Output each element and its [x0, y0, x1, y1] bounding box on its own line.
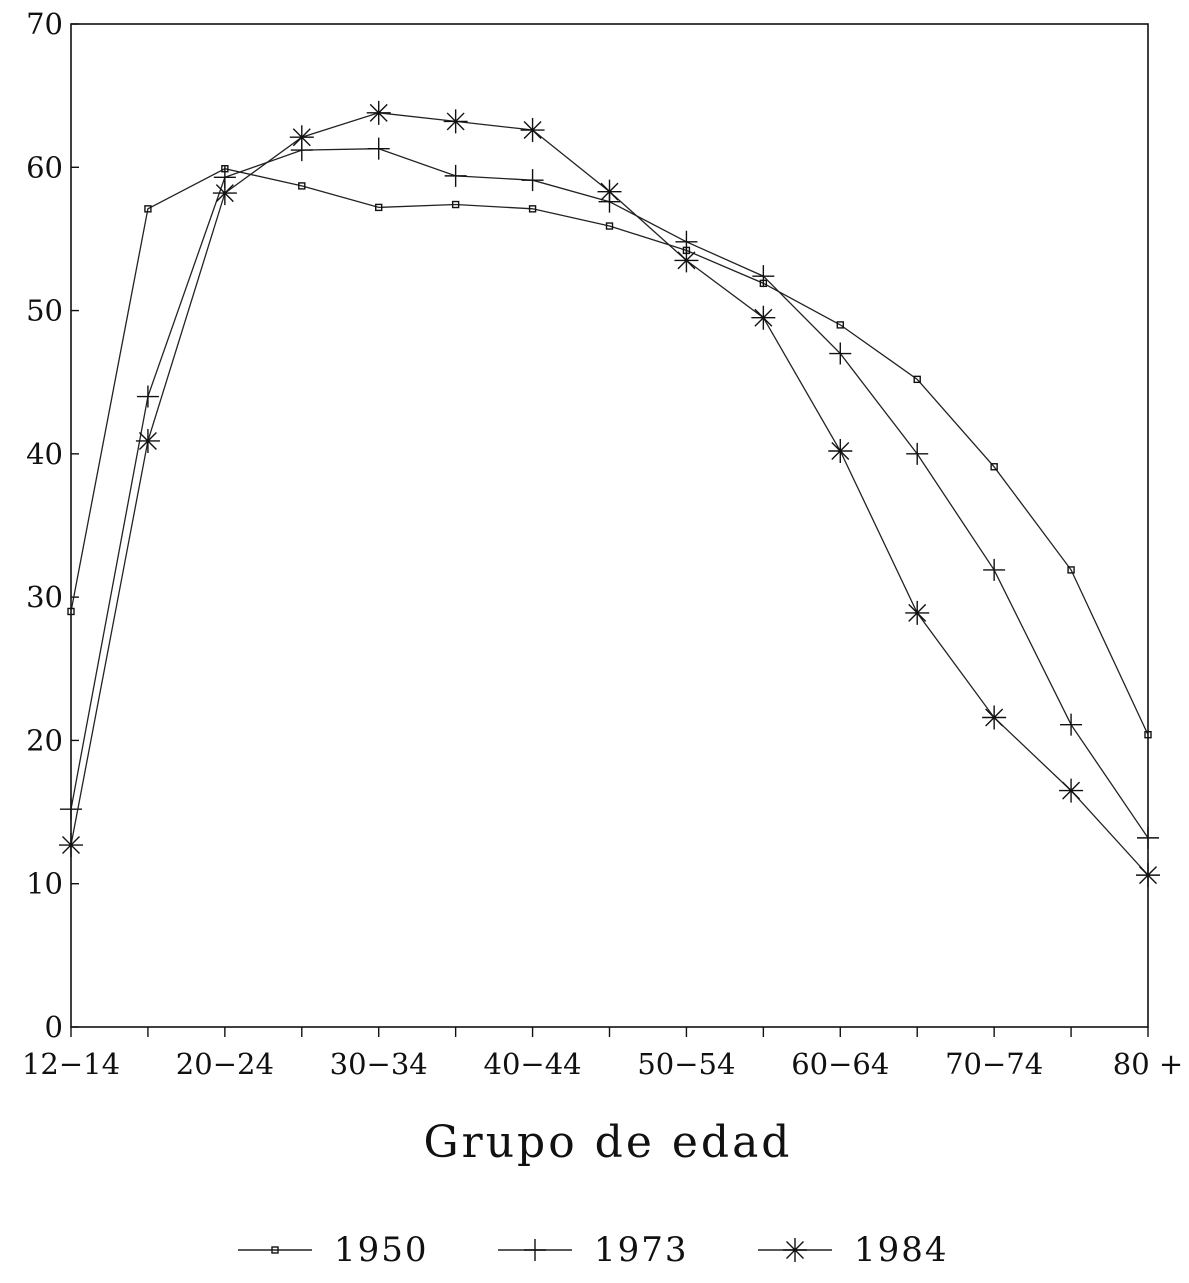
data-point-1973: [1060, 713, 1083, 736]
data-point-1984: [1136, 863, 1160, 888]
data-point-1950: [836, 321, 844, 329]
x-tick-label: 20−24: [176, 1047, 274, 1081]
data-point-1984: [212, 181, 237, 206]
data-point-1984: [289, 125, 314, 150]
x-axis-ticks: 12−14 20−24 30−34 40−44 50−54 60−64 70−74 80 +: [22, 1027, 1183, 1081]
legend-label: 1950: [334, 1230, 429, 1270]
legend-marker: [524, 1239, 546, 1261]
data-point-1950: [1067, 566, 1075, 574]
data-point-1984: [59, 833, 83, 858]
x-tick-label: 30−34: [330, 1047, 428, 1081]
x-tick-label: 50−54: [637, 1047, 735, 1081]
legend-label: 1973: [594, 1230, 689, 1270]
y-tick-label: 30: [26, 580, 63, 614]
series-1984: [59, 100, 1160, 888]
data-point-1950: [528, 205, 537, 213]
data-point-1973: [444, 164, 467, 187]
data-point-1973: [983, 558, 1006, 581]
data-point-1973: [136, 385, 159, 408]
data-point-1984: [905, 600, 930, 625]
x-tick-label: 12−14: [22, 1047, 120, 1081]
data-point-1973: [829, 342, 852, 365]
y-tick-label: 70: [26, 7, 63, 41]
data-point-1984: [135, 428, 160, 453]
legend-item-1973: 1973: [498, 1230, 689, 1270]
data-point-1950: [990, 463, 998, 471]
x-axis-title: Grupo de edad: [424, 1117, 793, 1168]
y-tick-label: 20: [26, 723, 63, 757]
data-point-1950: [913, 375, 921, 384]
series-line-1950: [70, 168, 1149, 735]
series-line-1984: [70, 112, 1149, 876]
series-layer: [59, 100, 1160, 888]
data-point-1950: [451, 200, 460, 209]
data-point-1973: [367, 137, 390, 160]
data-point-1984: [1059, 778, 1084, 803]
x-tick-label: 60−64: [791, 1047, 889, 1081]
series-1973: [60, 137, 1159, 849]
legend-marker: [271, 1246, 279, 1254]
legend-label: 1984: [854, 1230, 949, 1270]
y-tick-label: 40: [26, 437, 63, 471]
data-point-1984: [366, 100, 391, 125]
data-point-1973: [906, 442, 929, 465]
data-point-1950: [605, 222, 614, 230]
y-tick-label: 50: [26, 294, 63, 328]
data-point-1984: [751, 305, 776, 330]
data-point-1950: [1144, 730, 1152, 739]
data-point-1973: [1137, 826, 1159, 849]
series-1950: [67, 165, 1152, 739]
legend-marker: [783, 1238, 807, 1262]
data-point-1950: [298, 182, 306, 190]
data-point-1950: [375, 203, 383, 212]
y-axis-ticks: 0 10 20 30 40 50 60 70: [26, 7, 79, 1044]
legend-item-1984: 1984: [758, 1230, 949, 1270]
data-point-1950: [144, 205, 152, 213]
series-line-1973: [70, 148, 1149, 839]
x-tick-label: 40−44: [484, 1047, 582, 1081]
data-point-1950: [67, 607, 75, 616]
data-point-1984: [443, 109, 468, 134]
x-tick-label: 70−74: [945, 1047, 1043, 1081]
data-point-1984: [982, 705, 1007, 730]
data-point-1984: [674, 248, 699, 273]
y-tick-label: 60: [26, 150, 63, 184]
y-tick-label: 0: [45, 1010, 63, 1044]
data-point-1984: [597, 179, 622, 204]
data-point-1973: [521, 169, 544, 192]
legend-item-1950: 1950: [238, 1230, 429, 1270]
y-tick-label: 10: [26, 867, 63, 901]
legend: 1950 1973 1984: [238, 1230, 949, 1270]
x-tick-label: 80 +: [1113, 1047, 1183, 1081]
data-point-1984: [520, 118, 545, 143]
data-point-1973: [752, 265, 775, 288]
data-point-1984: [828, 438, 853, 463]
